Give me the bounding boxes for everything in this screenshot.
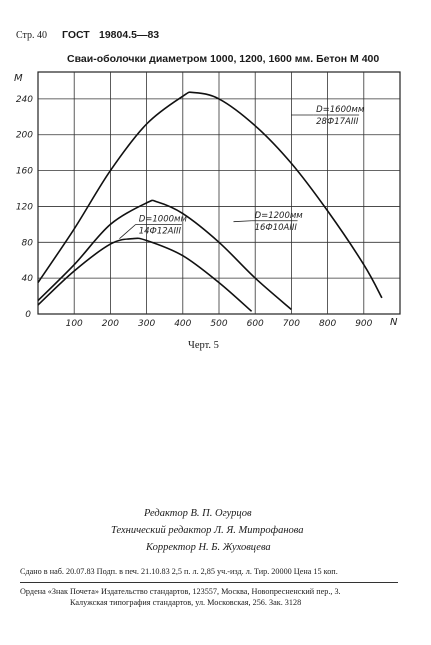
chart-title: Сваи-оболочки диаметром 1000, 1200, 1600… <box>67 53 380 65</box>
series-label-bottom: 14Ф12АIII <box>139 226 182 236</box>
credit-name: Л. Я. Митрофанова <box>214 525 304 536</box>
chart-grid <box>37 71 401 315</box>
document-number: 19804.5—83 <box>99 29 160 41</box>
x-tick-label: 600 <box>247 319 264 329</box>
credit-role: Корректор <box>146 542 196 553</box>
series-line <box>37 91 383 299</box>
x-tick-label: 900 <box>355 319 372 329</box>
credit-tech-editor: Технический редактор Л. Я. Митрофанова <box>111 525 304 536</box>
series-label-top: D=1000мм <box>139 214 188 224</box>
page-number: Стр. 40 <box>16 30 48 41</box>
series-label-leader <box>233 220 252 223</box>
x-tick-label: 800 <box>319 319 336 329</box>
chart-curves <box>37 91 383 312</box>
credit-role: Редактор <box>144 508 188 519</box>
y-tick-label: 240 <box>16 95 33 105</box>
y-tick-label: 120 <box>16 202 33 212</box>
series-label-top: D=1600мм <box>316 105 365 115</box>
imprint-divider <box>20 582 398 583</box>
imprint-line-3: Калужская типография стандартов, ул. Мос… <box>70 598 302 607</box>
series-label-bottom: 16Ф10АIII <box>255 223 298 233</box>
x-tick-label: 500 <box>210 319 227 329</box>
imprint-line-2: Ордена «Знак Почета» Издательство станда… <box>20 587 341 596</box>
y-tick-label: 40 <box>22 274 34 284</box>
chart-ticks: 100 200 300 400 500 600 700 800 900 40 80 120 160 200… <box>16 95 373 329</box>
chart-annotations: D=1600мм 28Ф17АIII D=1200мм 16Ф10АIII D=1000… <box>119 105 365 240</box>
y-tick-label: 200 <box>16 131 33 141</box>
y-axis-label: M <box>14 73 23 84</box>
x-tick-label: 700 <box>283 319 300 329</box>
x-axis-label: N <box>390 317 398 328</box>
imprint-line-1: Сдано в наб. 20.07.83 Подп. в печ. 21.10… <box>20 567 338 576</box>
y-tick-label: 0 <box>25 310 31 320</box>
credit-name: В. П. Огурцов <box>190 508 252 519</box>
credit-name: Н. Б. Жуховцева <box>198 542 271 553</box>
series-line <box>37 199 292 311</box>
series-line <box>37 237 253 312</box>
credit-corrector: Корректор Н. Б. Жуховцева <box>146 542 271 553</box>
y-tick-label: 160 <box>16 167 33 177</box>
x-tick-label: 300 <box>138 319 155 329</box>
gost-label: ГОСТ <box>62 29 90 41</box>
credit-role: Технический редактор <box>111 525 212 536</box>
x-tick-label: 400 <box>174 319 191 329</box>
series-label-leader <box>119 224 137 240</box>
credit-editor: Редактор В. П. Огурцов <box>144 508 252 519</box>
y-tick-label: 80 <box>22 238 34 248</box>
x-tick-label: 200 <box>102 319 119 329</box>
series-label-top: D=1200мм <box>255 211 304 221</box>
chart: 100 200 300 400 500 600 700 800 900 40 80 120 160 200… <box>14 71 401 329</box>
figure-caption: Черт. 5 <box>188 340 219 351</box>
series-label-bottom: 28Ф17АIII <box>316 117 359 127</box>
x-tick-label: 100 <box>66 319 83 329</box>
